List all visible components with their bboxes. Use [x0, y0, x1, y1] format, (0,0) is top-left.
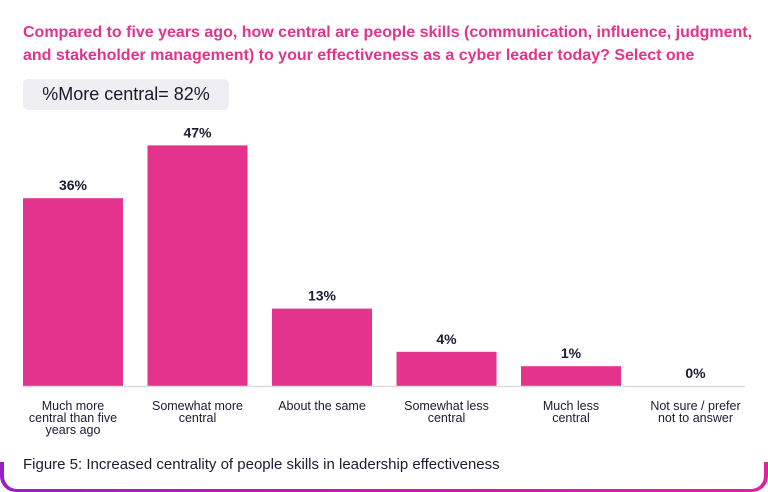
bar-4: [521, 366, 621, 386]
category-label: Not sure / prefer not to answer: [650, 399, 740, 425]
bar-value-label: 4%: [436, 331, 457, 347]
card-gradient-border: [0, 462, 768, 492]
bar-3: [396, 351, 497, 386]
category-label: Somewhat less central: [404, 399, 489, 425]
bar-1: [147, 145, 248, 386]
category-label: Much less central: [543, 399, 599, 425]
category-label: About the same: [278, 399, 366, 413]
bar-0: [23, 198, 123, 386]
bar-value-label: 1%: [561, 345, 582, 361]
figure-caption: Figure 5: Increased centrality of people…: [23, 456, 500, 473]
bar-value-label: 47%: [183, 124, 212, 140]
chart-title: Compared to five years ago, how central …: [23, 24, 753, 64]
bar-value-label: 0%: [685, 365, 706, 381]
bar-value-label: 36%: [59, 177, 88, 193]
bar-value-label: 13%: [308, 288, 337, 304]
category-label: Somewhat more central: [152, 399, 243, 425]
bar-2: [272, 308, 372, 386]
summary-badge: %More central= 82%: [23, 79, 229, 110]
category-label: Much more central than five years ago: [29, 399, 117, 437]
